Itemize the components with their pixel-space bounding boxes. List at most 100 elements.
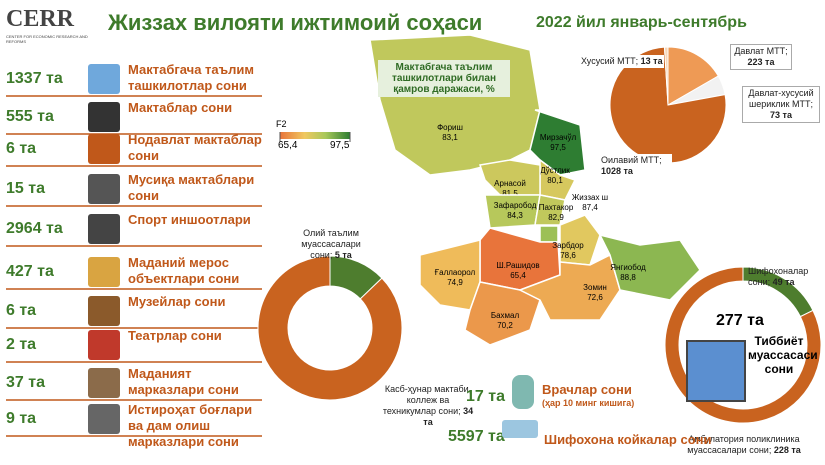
pie-label: Оилавий МТТ; 1028 та [600, 154, 672, 178]
stat-label: Маданият марказлари сони [128, 366, 239, 397]
stat-value: 9 та [6, 410, 37, 427]
region [369, 34, 541, 176]
stat-icon [88, 296, 120, 326]
donut-value: 34 та [423, 406, 474, 427]
region-name: Янгиобод [610, 263, 646, 272]
pie-name: Хусусий МТТ; [581, 56, 639, 66]
stat-label: Мактаблар сони [128, 100, 233, 115]
region-name: Ш.Рашидов [496, 261, 539, 270]
pie-name: Оилавий МТТ; [601, 155, 662, 165]
donut-name: Шифохоналар сони; [748, 266, 809, 287]
region [518, 253, 621, 321]
region-value: 70,2 [497, 321, 513, 330]
region-name: Мирзачўл [540, 133, 577, 142]
doctor-icon [512, 375, 534, 409]
region-value: 78,6 [560, 251, 576, 260]
region-value: 88,8 [620, 273, 636, 282]
stat-icon [88, 102, 120, 132]
region-value: 97,5 [550, 143, 566, 152]
donut-name: Амбулатория поликлиника муассасалари сон… [687, 434, 800, 455]
stat-label: Нодавлат мактаблар сони [128, 132, 262, 163]
pie-value: 223 та [747, 57, 775, 67]
legend-bar [280, 132, 350, 139]
stat-value: 6 та [6, 140, 37, 157]
pie-name: Давлат МТТ; [734, 46, 788, 56]
stat-icon [88, 134, 120, 164]
region-name: Зафаробод [494, 201, 537, 210]
medical-value: 17 та [466, 388, 505, 405]
donut-label: Шифохоналар сони; 49 та [748, 266, 820, 288]
region-value: 87,4 [582, 203, 598, 212]
donut-name: Олий таълим муассасалари сони; [301, 228, 361, 260]
logo-subtitle: CENTER FOR ECONOMIC RESEARCH AND REFORMS [6, 34, 88, 44]
region [559, 214, 601, 266]
stat-value: 1337 та [6, 70, 63, 87]
region [598, 233, 701, 301]
pie-value: 1028 та [601, 166, 633, 176]
donut-value: 5 та [334, 250, 352, 260]
stat-value: 2 та [6, 336, 37, 353]
stat-label: Спорт иншоотлари [128, 212, 251, 227]
region-value: 83,1 [442, 133, 458, 142]
donut-label: Олий таълим муассасалари сони; 5 та [296, 228, 366, 261]
donut-label: Касб-ҳунар мактаби, коллеж ва техникумла… [382, 384, 474, 428]
region-value: 81,5 [502, 189, 518, 198]
stat-value: 37 та [6, 374, 45, 391]
pie-label: Давлат МТТ; 223 та [730, 44, 792, 70]
slice [257, 255, 403, 401]
region-name: Зарбдор [552, 241, 584, 250]
pie-label: Давлат-хусусий шериклик МТТ; 73 та [742, 86, 820, 123]
stat-label: Истироҳат боғлари ва дам олиш марказлари… [128, 402, 253, 449]
region-value: 80,1 [547, 176, 563, 185]
slice [663, 46, 669, 106]
stat-icon [88, 64, 120, 94]
medical-note: (ҳар 10 минг кишига) [542, 398, 635, 408]
donut-name: Касб-ҳунар мактаби, коллеж ва техникумла… [382, 384, 472, 416]
region-name: Ғаллаорол [435, 268, 476, 277]
logo: CERR [6, 6, 75, 32]
health-total: 277 та [716, 312, 764, 329]
region-name: Зомин [583, 283, 607, 292]
stat-label: Музейлар сони [128, 294, 226, 309]
region-name: Бахмал [491, 311, 520, 320]
stat-icon [88, 330, 120, 360]
region-value: 72,6 [587, 293, 603, 302]
medical-value: 5597 та [448, 428, 505, 445]
region-value: 82,9 [548, 213, 564, 222]
stat-value: 427 та [6, 263, 54, 280]
donut-value: 228 та [773, 445, 801, 455]
slice [664, 266, 822, 424]
stat-label: Мусиқа мактаблари сони [128, 172, 255, 203]
region-name: Арнасой [494, 179, 526, 188]
medical-label: Врачлар сони [542, 382, 632, 397]
region [539, 225, 559, 243]
region-name: Дўстлик [540, 166, 570, 175]
stat-value: 6 та [6, 302, 37, 319]
stat-label: Театрлар сони [128, 328, 222, 343]
region-value: 74,9 [447, 278, 463, 287]
legend-max: 97,5 [330, 140, 350, 151]
stat-value: 15 та [6, 180, 45, 197]
map-title: Мактабгача таълим ташкилотлари билан қам… [378, 60, 510, 97]
stat-value: 555 та [6, 108, 54, 125]
stat-icon [88, 368, 120, 398]
pie-label: Хусусий МТТ; 13 та [580, 55, 664, 68]
stat-label: Мактабгача таълим ташкилотлар сони [128, 62, 255, 93]
region-name: Пахтакор [539, 203, 574, 212]
pie-value: 73 та [770, 110, 792, 120]
legend-min: 65,4 [278, 140, 298, 151]
period: 2022 йил январь-сентябрь [536, 14, 747, 31]
region-value: 84,3 [507, 211, 523, 220]
stat-icon [88, 214, 120, 244]
region-name: Фориш [437, 123, 463, 132]
pie-name: Давлат-хусусий шериклик МТТ; [748, 88, 814, 109]
pie-value: 13 та [640, 56, 663, 66]
health-center-label: Тиббиёт муассасаси сони [748, 334, 818, 376]
stat-icon [88, 174, 120, 204]
title: Жиззах вилояти ижтимоий соҳаси [108, 10, 483, 35]
region [464, 281, 541, 346]
donut-value: 49 та [772, 277, 795, 287]
hospital-icon [686, 340, 746, 402]
